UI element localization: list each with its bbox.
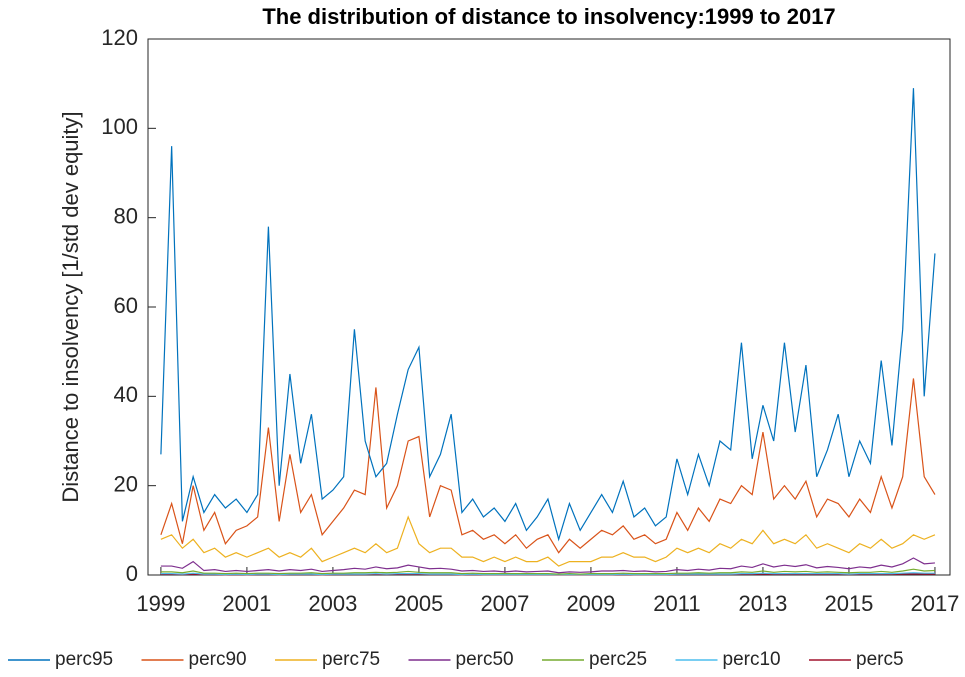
legend-label: perc95 bbox=[55, 649, 113, 670]
x-tick-label: 2015 bbox=[824, 591, 873, 616]
x-tick-label: 2001 bbox=[222, 591, 271, 616]
series-line bbox=[160, 568, 935, 575]
x-tick-label: 2009 bbox=[566, 591, 615, 616]
axes-box bbox=[147, 38, 951, 576]
x-tick-label: 2013 bbox=[738, 591, 787, 616]
legend-label: perc90 bbox=[189, 649, 247, 670]
y-tick-label: 0 bbox=[126, 561, 138, 586]
chart-title: The distribution of distance to insolven… bbox=[262, 4, 835, 29]
legend-label: perc50 bbox=[456, 649, 514, 670]
x-tick-label: 2007 bbox=[480, 591, 529, 616]
series-line bbox=[160, 572, 935, 576]
x-tick-label: 2017 bbox=[910, 591, 959, 616]
x-tick-label: 2003 bbox=[308, 591, 357, 616]
legend-label: perc5 bbox=[856, 649, 904, 670]
x-tick-label: 1999 bbox=[136, 591, 185, 616]
y-tick-label: 40 bbox=[114, 382, 138, 407]
y-tick-label: 20 bbox=[114, 471, 138, 496]
y-tick-label: 80 bbox=[114, 203, 138, 228]
legend-label: perc75 bbox=[322, 649, 380, 670]
series-line bbox=[160, 88, 936, 542]
series-line bbox=[160, 378, 936, 554]
series-line bbox=[160, 557, 935, 574]
y-axis-label: Distance to insolvency [1/std dev equity… bbox=[58, 111, 83, 502]
x-tick-label: 2005 bbox=[394, 591, 443, 616]
y-tick-label: 100 bbox=[101, 114, 138, 139]
legend-label: perc25 bbox=[589, 649, 647, 670]
x-tick-label: 2011 bbox=[653, 591, 700, 616]
y-tick-label: 120 bbox=[101, 25, 138, 50]
legend-label: perc10 bbox=[723, 649, 781, 670]
y-tick-label: 60 bbox=[114, 293, 138, 318]
series-line bbox=[160, 515, 936, 567]
